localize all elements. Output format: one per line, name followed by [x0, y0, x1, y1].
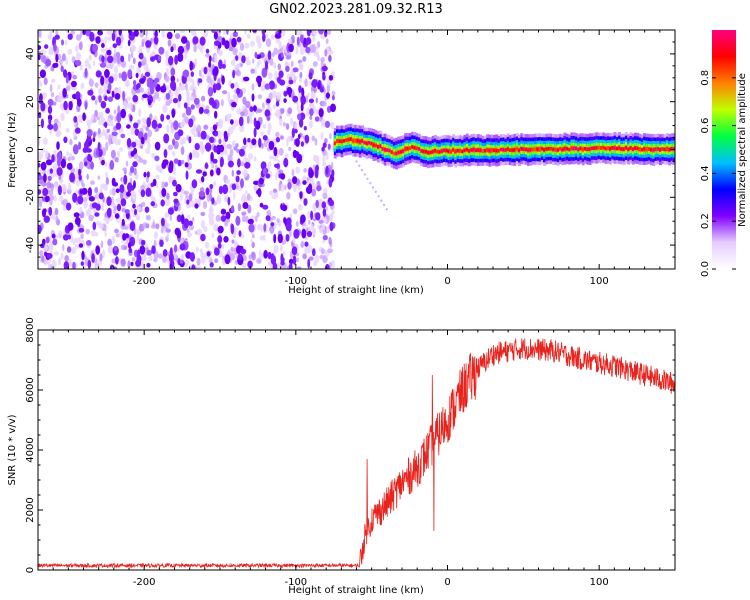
colorbar	[712, 30, 736, 269]
snr-y-tick-label: 8000	[25, 317, 36, 342]
spectrogram-x-tick-label: 100	[590, 276, 609, 287]
spectrogram-y-axis-title: Frequency (Hz)	[7, 112, 18, 188]
snr-y-tick-label: 4000	[25, 437, 36, 462]
snr-frame	[37, 329, 676, 571]
snr-y-tick-label: 2000	[25, 497, 36, 522]
spectrogram-y-tick-label: 20	[25, 95, 36, 108]
snr-x-tick-label: 0	[444, 577, 450, 588]
spectrogram-x-tick-label: -100	[284, 276, 307, 287]
snr-x-axis-title: Height of straight line (km)	[288, 585, 424, 596]
snr-y-tick-label: 0	[25, 567, 36, 573]
spectrogram-y-tick-label: -40	[25, 237, 36, 253]
snr-series-line	[38, 338, 675, 569]
spectrogram-y-tick-label: 0	[25, 146, 36, 152]
snr-x-tick-label: 100	[590, 577, 609, 588]
page-title: GN02.2023.281.09.32.R13	[269, 2, 443, 17]
spectrogram-noise-region	[38, 30, 336, 269]
spectrogram-y-tick-label: -20	[25, 189, 36, 205]
colorbar-tick-label: 0.0	[700, 261, 711, 277]
spectrogram-x-tick-label: 0	[444, 276, 450, 287]
colorbar-tick-label: 0.2	[700, 213, 711, 229]
colorbar-tick-label: 0.8	[700, 70, 711, 86]
snr-y-tick-label: 6000	[25, 377, 36, 402]
snr-x-tick-label: -100	[284, 577, 307, 588]
colorbar-tick-label: 0.6	[700, 118, 711, 134]
spectrogram-y-tick-label: 40	[25, 48, 36, 61]
spectrogram-x-tick-label: -200	[133, 276, 156, 287]
colorbar-title: Normalized spectral amplitude	[737, 73, 748, 227]
colorbar-tick-label: 0.4	[700, 165, 711, 181]
spectrogram-signal-track	[333, 123, 675, 170]
snr-y-axis-title: SNR (10 * v/v)	[7, 414, 18, 485]
spectrogram-x-axis-title: Height of straight line (km)	[288, 285, 424, 296]
snr-x-tick-label: -200	[133, 577, 156, 588]
spectrogram-faint-streak	[355, 160, 388, 211]
